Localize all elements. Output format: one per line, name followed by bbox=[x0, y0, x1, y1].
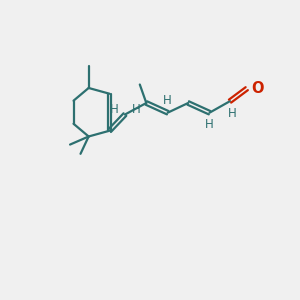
Text: H: H bbox=[205, 118, 214, 131]
Text: H: H bbox=[132, 103, 140, 116]
Text: H: H bbox=[163, 94, 172, 107]
Text: H: H bbox=[228, 107, 237, 120]
Text: H: H bbox=[110, 103, 118, 116]
Text: O: O bbox=[251, 81, 264, 96]
